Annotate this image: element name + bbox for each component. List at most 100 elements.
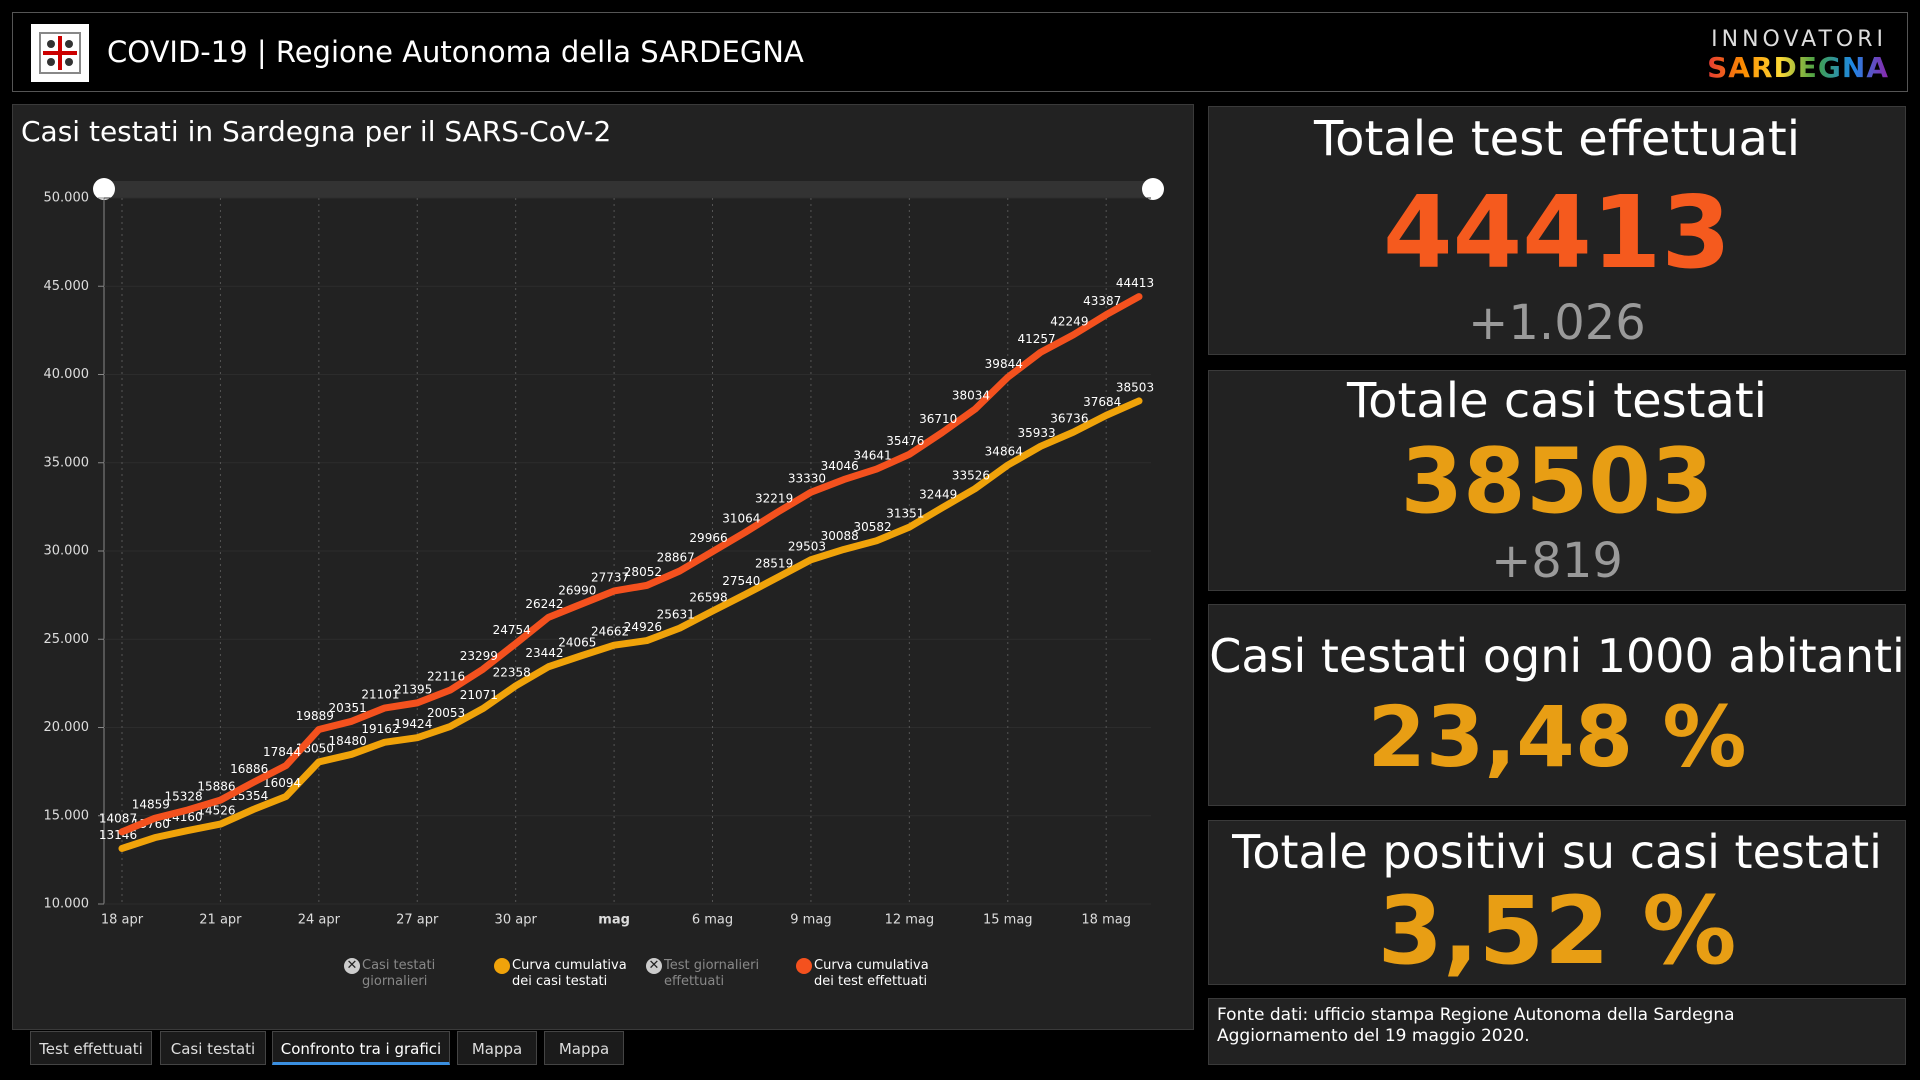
data-label: 24662 — [591, 625, 629, 639]
legend-label: Curva cumulativa dei casi testati — [512, 958, 627, 989]
data-label: 17844 — [263, 745, 301, 759]
data-label: 34046 — [821, 459, 859, 473]
legend-item[interactable]: ✕ Test giornalieri effettuati — [646, 958, 789, 990]
data-label: 21071 — [460, 688, 498, 702]
y-tick-label: 10.000 — [44, 897, 90, 912]
data-label: 35933 — [1017, 426, 1055, 440]
data-label: 21395 — [394, 682, 432, 696]
card-title: Totale test effettuati — [1313, 111, 1801, 167]
source-line: Aggiornamento del 19 maggio 2020. — [1217, 1026, 1530, 1046]
data-label: 42249 — [1050, 314, 1088, 328]
data-label: 32219 — [755, 491, 793, 505]
data-label: 34641 — [853, 449, 891, 463]
legend-swatch: ✕ — [646, 958, 662, 974]
y-tick-label: 50.000 — [44, 191, 90, 206]
range-handle[interactable] — [1142, 178, 1164, 200]
data-label: 28052 — [624, 565, 662, 579]
card-value: 38503 — [1400, 429, 1714, 534]
data-label: 14859 — [132, 798, 170, 812]
legend-swatch — [494, 958, 510, 974]
x-tick-label: 24 apr — [298, 913, 341, 928]
legend-swatch: ✕ — [344, 958, 360, 974]
kpi-card: Totale test effettuati 44413 +1.026 — [1208, 106, 1906, 355]
x-tick-label: 12 mag — [885, 913, 935, 928]
kpi-card: Totale casi testati 38503 +819 — [1208, 370, 1906, 591]
data-label: 18480 — [329, 734, 367, 748]
kpi-card: Totale positivi su casi testati 3,52 % — [1208, 820, 1906, 985]
data-label: 33330 — [788, 472, 826, 486]
data-label: 36710 — [919, 412, 957, 426]
data-label: 28867 — [657, 550, 695, 564]
data-label: 27737 — [591, 570, 629, 584]
card-value: 44413 — [1383, 174, 1731, 291]
source-note: Fonte dati: ufficio stampa Regione Auton… — [1208, 998, 1906, 1065]
chart-panel: Casi testati in Sardegna per il SARS-CoV… — [12, 104, 1194, 1030]
data-label: 27540 — [722, 574, 760, 588]
data-label: 24065 — [558, 635, 596, 649]
data-label: 31064 — [722, 512, 760, 526]
y-tick-label: 45.000 — [44, 279, 90, 294]
data-label: 16094 — [263, 776, 301, 790]
data-label: 30088 — [821, 529, 859, 543]
data-label: 23299 — [460, 649, 498, 663]
y-tick-label: 40.000 — [44, 367, 90, 382]
data-label: 38503 — [1116, 380, 1154, 394]
tab[interactable]: Confronto tra i grafici — [272, 1031, 450, 1065]
y-tick-label: 35.000 — [44, 455, 90, 470]
y-tick-label: 20.000 — [44, 720, 90, 735]
tab[interactable]: Mappa — [544, 1031, 624, 1065]
data-label: 25631 — [657, 608, 695, 622]
data-label: 43387 — [1083, 294, 1121, 308]
data-label: 36736 — [1050, 412, 1088, 426]
tab[interactable]: Casi testati — [160, 1031, 266, 1065]
data-label: 26990 — [558, 584, 596, 598]
data-label: 15328 — [165, 789, 203, 803]
data-label: 30582 — [853, 520, 891, 534]
legend-label: Casi testati giornalieri — [362, 958, 436, 989]
data-label: 22116 — [427, 670, 465, 684]
data-label: 16886 — [230, 762, 268, 776]
data-label: 14087 — [99, 811, 137, 825]
data-label: 26242 — [525, 597, 563, 611]
series-line — [118, 397, 1143, 852]
x-tick-label: mag — [598, 913, 630, 928]
card-value: 3,52 % — [1377, 877, 1737, 986]
x-tick-label: 6 mag — [692, 913, 733, 928]
legend-item[interactable]: Curva cumulativa dei test effettuati — [796, 958, 939, 990]
tab[interactable]: Test effettuati — [30, 1031, 152, 1065]
data-label: 15886 — [197, 780, 235, 794]
data-label: 41257 — [1017, 332, 1055, 346]
data-label: 23442 — [525, 646, 563, 660]
data-label: 38034 — [952, 389, 990, 403]
card-title: Casi testati ogni 1000 abitanti — [1209, 629, 1905, 683]
data-label: 32449 — [919, 487, 957, 501]
source-line: Fonte dati: ufficio stampa Regione Auton… — [1217, 1005, 1735, 1025]
legend-swatch — [796, 958, 812, 974]
brand-top: INNOVATORI — [1711, 27, 1887, 52]
data-label: 19889 — [296, 709, 334, 723]
data-label: 20351 — [329, 701, 367, 715]
data-label: 34864 — [985, 445, 1023, 459]
data-label: 35476 — [886, 434, 924, 448]
card-delta: +819 — [1491, 533, 1623, 589]
kpi-card: Casi testati ogni 1000 abitanti 23,48 % — [1208, 604, 1906, 806]
legend-item[interactable]: ✕ Casi testati giornalieri — [344, 958, 487, 990]
chart-title: Casi testati in Sardegna per il SARS-CoV… — [21, 115, 612, 148]
x-tick-label: 21 apr — [199, 913, 242, 928]
data-label: 26598 — [689, 591, 727, 605]
data-label: 22358 — [493, 665, 531, 679]
range-handle[interactable] — [93, 178, 115, 200]
x-tick-label: 18 mag — [1081, 913, 1131, 928]
card-title: Totale positivi su casi testati — [1232, 825, 1882, 879]
tab[interactable]: Mappa — [457, 1031, 537, 1065]
data-label: 39844 — [985, 357, 1023, 371]
data-label: 28519 — [755, 557, 793, 571]
legend-item[interactable]: Curva cumulativa dei casi testati — [494, 958, 637, 990]
brand-bottom: SARDEGNA — [1707, 51, 1889, 84]
data-label: 20053 — [427, 706, 465, 720]
range-slider[interactable] — [104, 181, 1153, 198]
data-label: 29966 — [689, 531, 727, 545]
header: COVID-19 | Regione Autonoma della SARDEG… — [12, 12, 1908, 92]
